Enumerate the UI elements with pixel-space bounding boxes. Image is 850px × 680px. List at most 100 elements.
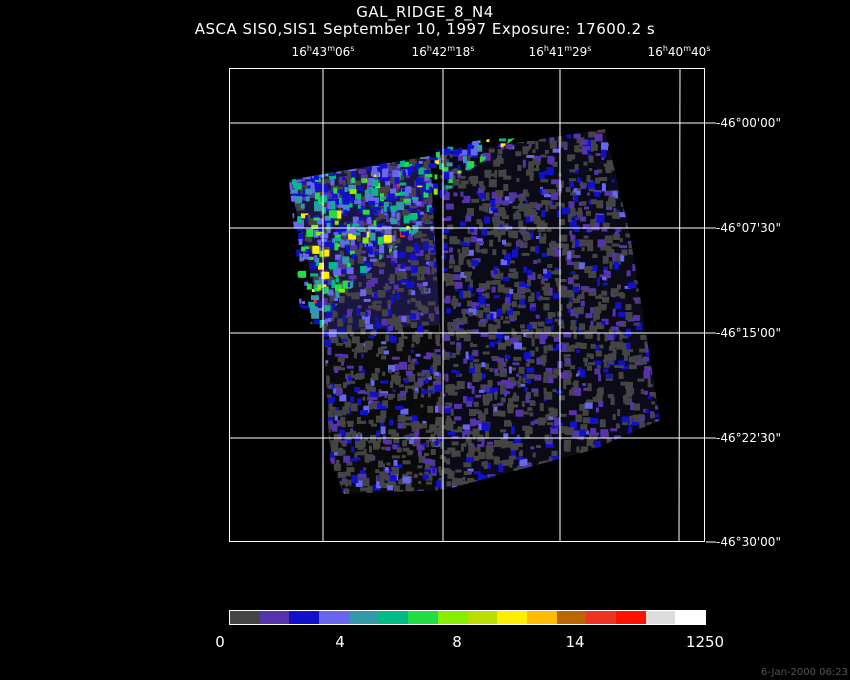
count-pixel bbox=[360, 410, 368, 416]
count-pixel bbox=[350, 156, 359, 157]
count-pixel bbox=[493, 270, 498, 275]
count-pixel bbox=[362, 237, 369, 244]
count-pixel bbox=[429, 207, 436, 214]
count-pixel bbox=[620, 134, 627, 143]
count-pixel bbox=[295, 146, 300, 152]
count-pixel bbox=[628, 426, 633, 435]
count-pixel bbox=[531, 272, 536, 278]
count-pixel bbox=[396, 292, 400, 300]
count-pixel bbox=[606, 374, 613, 379]
count-pixel bbox=[338, 165, 343, 169]
count-pixel bbox=[592, 265, 598, 272]
count-pixel bbox=[457, 248, 461, 253]
count-pixel bbox=[648, 396, 652, 400]
count-pixel bbox=[401, 393, 407, 401]
count-pixel bbox=[466, 355, 474, 361]
count-pixel bbox=[330, 146, 334, 154]
count-pixel bbox=[524, 129, 528, 135]
count-pixel bbox=[513, 404, 519, 408]
count-pixel bbox=[413, 231, 422, 239]
count-pixel bbox=[445, 203, 454, 210]
count-pixel bbox=[352, 223, 360, 227]
count-pixel bbox=[297, 172, 301, 176]
count-pixel bbox=[451, 298, 459, 306]
count-pixel bbox=[536, 445, 541, 448]
count-pixel bbox=[356, 372, 365, 379]
count-pixel bbox=[323, 179, 327, 187]
count-pixel bbox=[394, 324, 403, 331]
count-pixel bbox=[439, 455, 444, 459]
count-pixel bbox=[361, 179, 366, 184]
colorbar-segment bbox=[408, 611, 438, 624]
count-pixel bbox=[443, 456, 447, 463]
count-pixel bbox=[381, 222, 385, 226]
count-pixel bbox=[652, 412, 655, 418]
count-pixel bbox=[517, 287, 521, 293]
count-pixel bbox=[366, 139, 371, 143]
count-pixel bbox=[608, 353, 617, 361]
count-pixel bbox=[369, 391, 378, 397]
count-pixel bbox=[574, 387, 582, 396]
count-pixel bbox=[319, 320, 324, 328]
count-pixel bbox=[489, 367, 494, 372]
count-pixel bbox=[532, 218, 541, 222]
count-pixel bbox=[511, 138, 516, 143]
count-pixel bbox=[318, 277, 326, 281]
count-pixel bbox=[445, 402, 453, 406]
count-pixel bbox=[298, 358, 302, 366]
count-pixel bbox=[513, 392, 517, 398]
count-pixel bbox=[650, 289, 656, 295]
count-pixel bbox=[529, 400, 536, 406]
count-pixel bbox=[590, 343, 596, 349]
count-pixel bbox=[389, 475, 397, 482]
count-pixel bbox=[510, 449, 516, 458]
count-pixel bbox=[305, 376, 309, 382]
count-pixel bbox=[596, 365, 601, 369]
count-pixel bbox=[623, 477, 627, 482]
count-pixel bbox=[406, 385, 413, 389]
count-pixel bbox=[337, 318, 344, 327]
count-pixel bbox=[421, 266, 430, 274]
count-pixel bbox=[413, 473, 418, 478]
count-pixel bbox=[301, 305, 310, 309]
count-pixel bbox=[569, 421, 577, 430]
count-pixel bbox=[349, 250, 355, 255]
count-pixel bbox=[296, 468, 300, 472]
count-pixel bbox=[323, 375, 330, 384]
count-pixel bbox=[393, 321, 402, 327]
count-pixel bbox=[573, 261, 580, 270]
count-pixel bbox=[528, 161, 534, 169]
count-pixel bbox=[289, 191, 293, 195]
count-pixel bbox=[641, 453, 647, 459]
count-pixel bbox=[622, 422, 628, 426]
count-pixel bbox=[308, 302, 315, 308]
count-pixel bbox=[492, 129, 498, 130]
count-pixel bbox=[541, 419, 547, 424]
count-pixel bbox=[338, 386, 342, 390]
count-pixel bbox=[596, 200, 604, 209]
count-pixel bbox=[505, 381, 514, 389]
count-pixel bbox=[613, 207, 617, 212]
count-pixel bbox=[366, 246, 373, 254]
count-pixel bbox=[547, 264, 553, 268]
count-pixel bbox=[383, 286, 392, 289]
count-pixel bbox=[435, 416, 444, 423]
count-pixel bbox=[488, 129, 493, 137]
count-pixel bbox=[321, 271, 330, 279]
count-pixel bbox=[590, 418, 599, 424]
count-pixel bbox=[557, 320, 564, 326]
count-pixel bbox=[289, 271, 297, 275]
count-pixel bbox=[522, 377, 526, 383]
count-pixel bbox=[390, 219, 398, 225]
count-pixel bbox=[344, 288, 348, 295]
coordinate-grid bbox=[229, 67, 716, 543]
count-pixel bbox=[595, 295, 603, 299]
count-pixel bbox=[475, 243, 480, 252]
count-pixel bbox=[592, 396, 600, 402]
count-pixel bbox=[545, 204, 549, 212]
count-pixel bbox=[625, 158, 632, 166]
count-pixel bbox=[310, 188, 316, 197]
count-pixel bbox=[369, 258, 377, 262]
count-pixel bbox=[616, 163, 623, 167]
count-pixel bbox=[306, 333, 309, 339]
